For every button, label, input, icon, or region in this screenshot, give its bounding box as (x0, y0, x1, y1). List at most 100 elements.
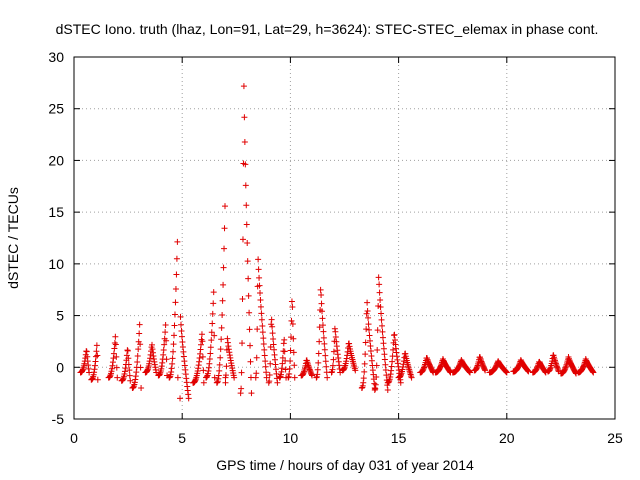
data-point (309, 372, 316, 379)
data-point (365, 314, 372, 321)
data-point (239, 236, 246, 243)
data-point (174, 374, 181, 381)
data-point (320, 328, 327, 335)
data-point (208, 329, 215, 336)
data-point (317, 286, 324, 293)
data-point (200, 367, 207, 374)
data-point (170, 348, 177, 355)
data-point (380, 340, 387, 347)
x-axis-label: GPS time / hours of day 031 of year 2014 (216, 457, 474, 473)
data-point (177, 313, 184, 320)
data-point (222, 372, 229, 379)
data-point (256, 282, 263, 289)
data-point (163, 337, 170, 344)
data-point (290, 335, 297, 342)
data-point (220, 281, 227, 288)
data-point (260, 335, 267, 342)
y-tick-label: 20 (48, 152, 64, 168)
data-point (262, 358, 269, 365)
data-point (382, 366, 389, 373)
data-point (319, 308, 326, 315)
data-point (242, 161, 249, 168)
data-point (160, 347, 167, 354)
data-point (223, 363, 230, 370)
data-point (247, 342, 254, 349)
data-point (161, 341, 168, 348)
data-point (374, 346, 381, 353)
data-point (378, 310, 385, 317)
data-point (169, 355, 176, 362)
data-point (245, 275, 252, 282)
data-point (268, 316, 275, 323)
data-point (244, 240, 251, 247)
data-point (362, 339, 369, 346)
data-point (241, 114, 248, 121)
data-point (253, 354, 260, 361)
data-point (263, 374, 270, 381)
data-point (260, 341, 267, 348)
data-point (329, 362, 336, 369)
data-point (380, 345, 387, 352)
data-point (263, 369, 270, 376)
data-point (222, 379, 229, 386)
data-point (365, 321, 372, 328)
data-point (221, 203, 228, 210)
data-point (364, 299, 371, 306)
data-point (482, 367, 489, 374)
data-point (178, 328, 185, 335)
data-point (289, 304, 296, 311)
data-point (170, 341, 177, 348)
data-point (363, 310, 370, 317)
data-point (220, 264, 227, 271)
data-point (199, 353, 206, 360)
data-point (374, 327, 381, 334)
data-point (177, 321, 184, 328)
data-point (316, 338, 323, 345)
chart-title: dSTEC Iono. truth (lhaz, Lon=91, Lat=29,… (56, 21, 599, 37)
data-point (244, 258, 251, 265)
data-point (221, 225, 228, 232)
data-point (246, 309, 253, 316)
data-point (315, 359, 322, 366)
data-point (134, 352, 141, 359)
data-point (171, 311, 178, 318)
data-point (110, 350, 117, 357)
data-point (238, 385, 245, 392)
y-axis-label: dSTEC / TECUs (5, 187, 21, 289)
data-point (171, 322, 178, 329)
data-point (281, 336, 288, 343)
data-point (243, 221, 250, 228)
data-point (271, 346, 278, 353)
data-point (216, 367, 223, 374)
data-point (408, 374, 415, 381)
data-point (83, 348, 90, 355)
data-point (137, 341, 144, 348)
data-point (316, 324, 323, 331)
y-tick-label: 5 (56, 308, 64, 324)
data-point (289, 320, 296, 327)
data-point (135, 338, 142, 345)
data-point (137, 364, 144, 371)
data-point (361, 368, 368, 375)
data-point (247, 358, 254, 365)
grid (74, 57, 615, 419)
data-point (377, 303, 384, 310)
data-point (123, 352, 130, 359)
data-point (258, 316, 265, 323)
data-point (241, 139, 248, 146)
data-point (93, 348, 100, 355)
data-point (245, 292, 252, 299)
data-point (94, 352, 101, 359)
data-point (288, 317, 295, 324)
data-point (379, 328, 386, 335)
data-point (352, 367, 359, 374)
data-point (134, 359, 141, 365)
data-point (173, 271, 180, 278)
data-point (286, 365, 293, 372)
data-point (208, 337, 215, 344)
data-point (590, 369, 597, 376)
data-point (243, 202, 250, 209)
y-tick-label: 30 (48, 49, 64, 65)
